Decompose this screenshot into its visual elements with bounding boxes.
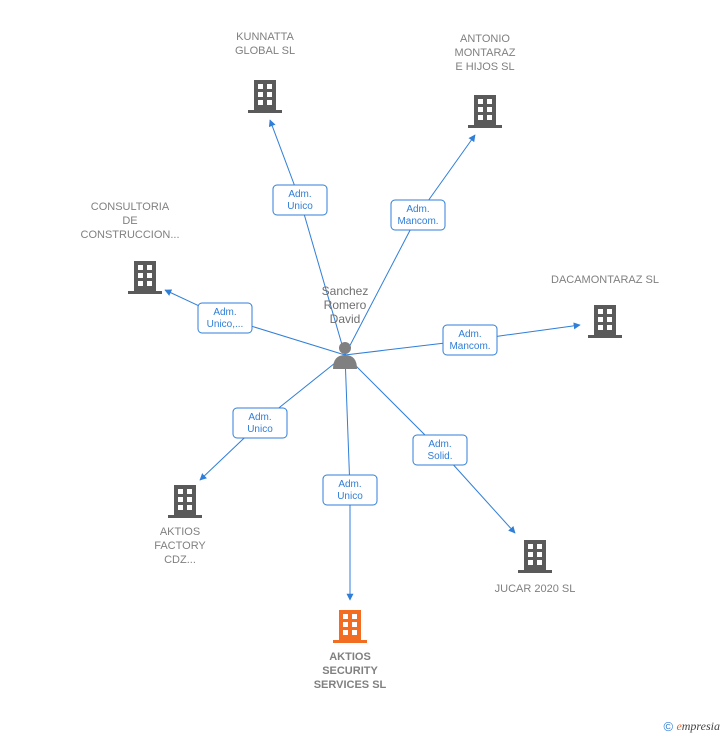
edge-label: Adm. xyxy=(213,307,236,318)
center-person-label: Romero xyxy=(324,298,367,312)
copyright-symbol: © xyxy=(664,719,674,734)
edge-segment xyxy=(252,326,345,355)
company-label: E HIJOS SL xyxy=(455,61,514,73)
edge-label: Mancom. xyxy=(449,341,490,352)
edge-arrow xyxy=(165,290,198,305)
edge-arrow xyxy=(200,438,244,480)
edge-label: Solid. xyxy=(427,451,452,462)
company-label: AKTIOS xyxy=(160,526,200,538)
edge-segment xyxy=(345,355,425,435)
edge-label: Adm. xyxy=(288,189,311,200)
edge-segment xyxy=(345,343,443,355)
company-label: KUNNATTA xyxy=(236,31,294,43)
footer-attribution: © empresia xyxy=(664,719,721,734)
company-label: SECURITY xyxy=(322,665,378,677)
company-node-dacamontaraz[interactable] xyxy=(588,305,622,338)
company-label: JUCAR 2020 SL xyxy=(495,583,576,595)
company-node-antonio[interactable] xyxy=(468,95,502,128)
edge-segment xyxy=(345,355,349,475)
brand-rest: mpresia xyxy=(682,719,720,733)
company-label: GLOBAL SL xyxy=(235,45,295,57)
edge-label: Adm. xyxy=(458,329,481,340)
edge-label: Unico xyxy=(247,424,273,435)
company-label: CONSTRUCCION... xyxy=(81,229,180,241)
company-label: SERVICES SL xyxy=(314,679,387,691)
edge-label: Adm. xyxy=(248,412,271,423)
company-label: FACTORY xyxy=(154,540,206,552)
company-label: CDZ... xyxy=(164,554,196,566)
edge-label: Adm. xyxy=(338,479,361,490)
company-label: AKTIOS xyxy=(329,651,371,663)
company-label: DE xyxy=(122,215,137,227)
center-person-label: Sanchez xyxy=(322,284,369,298)
center-person-label: David xyxy=(330,312,361,326)
company-node-aktios_factory[interactable] xyxy=(168,485,202,518)
company-node-jucar[interactable] xyxy=(518,540,552,573)
center-person-icon[interactable] xyxy=(333,342,357,369)
edge-arrow xyxy=(270,120,294,185)
company-label: CONSULTORIA xyxy=(91,201,170,213)
edge-label: Mancom. xyxy=(397,216,438,227)
company-label: MONTARAZ xyxy=(455,47,516,59)
company-label: DACAMONTARAZ SL xyxy=(551,274,659,286)
company-label: ANTONIO xyxy=(460,33,510,45)
edge-arrow xyxy=(454,465,515,533)
edge-label: Adm. xyxy=(428,439,451,450)
edge-label: Adm. xyxy=(406,204,429,215)
edge-arrow xyxy=(429,135,475,200)
network-diagram: Adm.UnicoAdm.Mancom.Adm.Unico,...Adm.Man… xyxy=(0,0,728,740)
company-node-consultoria[interactable] xyxy=(128,261,162,294)
edge-label: Unico xyxy=(337,491,363,502)
company-node-aktios_security[interactable] xyxy=(333,610,367,643)
edge-arrow xyxy=(497,325,580,336)
company-node-kunnatta[interactable] xyxy=(248,80,282,113)
edge-label: Unico xyxy=(287,201,313,212)
edge-label: Unico,... xyxy=(207,319,244,330)
